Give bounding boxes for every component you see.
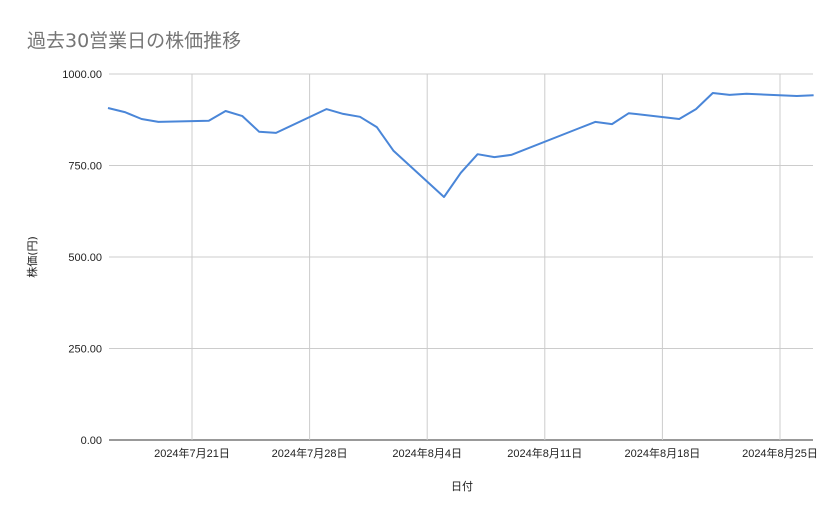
x-tick-label: 2024年7月21日 (154, 446, 230, 460)
y-tick-label: 1000.00 (62, 69, 102, 81)
y-tick-label: 0.00 (81, 435, 102, 447)
x-axis-label: 日付 (451, 480, 473, 493)
x-tick-label: 2024年8月18日 (624, 446, 700, 460)
y-axis-ticks: 0.00 250.00 500.00 750.00 1000.00 (62, 69, 102, 447)
x-tick-label: 2024年7月28日 (272, 446, 348, 460)
gridlines (109, 73, 813, 441)
x-tick-label: 2024年8月4日 (392, 446, 462, 460)
chart-title: 過去30営業日の株価推移 (27, 30, 242, 52)
x-tick-label: 2024年8月11日 (507, 446, 582, 460)
y-axis-label: 株価(円) (25, 236, 39, 278)
y-tick-label: 250.00 (68, 344, 102, 356)
x-tick-label: 2024年8月25日 (742, 446, 818, 460)
y-tick-label: 500.00 (68, 252, 102, 264)
x-axis-ticks: 2024年7月21日 2024年7月28日 2024年8月4日 2024年8月11日 2… (154, 446, 818, 460)
y-tick-label: 750.00 (68, 161, 102, 173)
series-line (107, 92, 814, 198)
series-layer (107, 92, 814, 198)
